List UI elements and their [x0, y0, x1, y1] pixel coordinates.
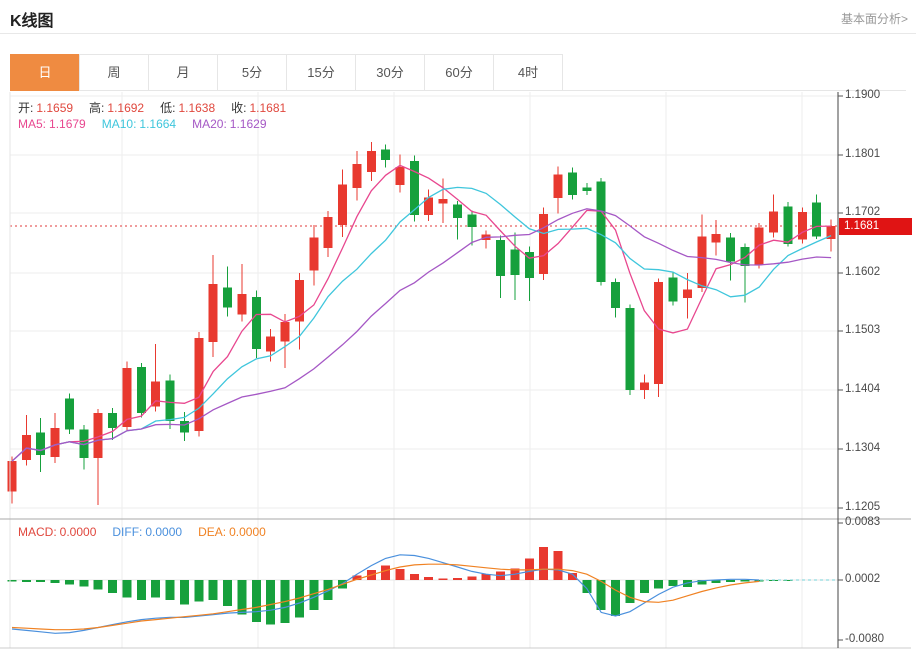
price-axis-label: 1.1900	[845, 89, 881, 101]
macd-legend-item: DIFF: 0.0000	[112, 525, 183, 539]
tab-15min[interactable]: 15分	[286, 54, 356, 91]
price-axis-label: 1.1404	[845, 383, 881, 395]
ohlc-legend-item: 收: 1.1681	[231, 101, 287, 115]
ma-legend-item: MA10: 1.1664	[101, 117, 177, 131]
ma-legend: MA5: 1.1679 MA10: 1.1664 MA20: 1.1629	[18, 117, 283, 131]
dea-line	[11, 563, 760, 631]
ohlc-legend-item: 开: 1.1659	[18, 101, 74, 115]
tab-month[interactable]: 月	[148, 54, 218, 91]
macd-histogram	[7, 546, 793, 625]
price-axis-label: 1.1702	[845, 206, 881, 218]
fundamental-analysis-link[interactable]: 基本面分析>	[840, 12, 908, 26]
price-axis-label: 1.1503	[845, 324, 881, 336]
chart-frame	[0, 92, 911, 649]
ohlc-legend-item: 高: 1.1692	[89, 101, 145, 115]
ma20-line	[11, 208, 832, 462]
ma-legend-item: MA5: 1.1679	[18, 117, 86, 131]
grid-lines	[10, 92, 838, 648]
price-axis-label: 1.1801	[845, 148, 881, 160]
ma10-line	[11, 186, 832, 462]
tab-4hour[interactable]: 4时	[493, 54, 563, 91]
macd-axis-label: 0.0083	[845, 516, 881, 528]
tab-day[interactable]: 日	[10, 54, 80, 91]
macd-legend-item: DEA: 0.0000	[198, 525, 266, 539]
interval-tabs: 日周月 5分 15分 30分 60分 4时	[10, 54, 906, 91]
tab-30min[interactable]: 30分	[355, 54, 425, 91]
price-axis-label: 1.1205	[845, 501, 881, 513]
candles-group	[7, 142, 836, 506]
tab-60min[interactable]: 60分	[424, 54, 494, 91]
ma-legend-item: MA20: 1.1629	[192, 117, 267, 131]
header: K线图 基本面分析>	[0, 0, 916, 34]
price-axis-label: 1.1602	[845, 266, 881, 278]
ma5-line	[11, 164, 832, 462]
macd-legend-item: MACD: 0.0000	[18, 525, 97, 539]
macd-legend: MACD: 0.0000 DIFF: 0.0000 DEA: 0.0000	[18, 525, 282, 539]
tab-5min[interactable]: 5分	[217, 54, 287, 91]
page-title: K线图	[10, 13, 54, 30]
ohlc-legend: 开: 1.1659 高: 1.1692 低: 1.1638 收: 1.1681	[18, 99, 302, 116]
macd-axis-label: -0.0080	[845, 633, 885, 645]
diff-line	[11, 554, 760, 634]
macd-axis-label: 0.0002	[845, 573, 881, 585]
ohlc-legend-item: 低: 1.1638	[160, 101, 216, 115]
current-price-badge: 1.1681	[839, 218, 912, 235]
price-axis-label: 1.1304	[845, 442, 881, 454]
